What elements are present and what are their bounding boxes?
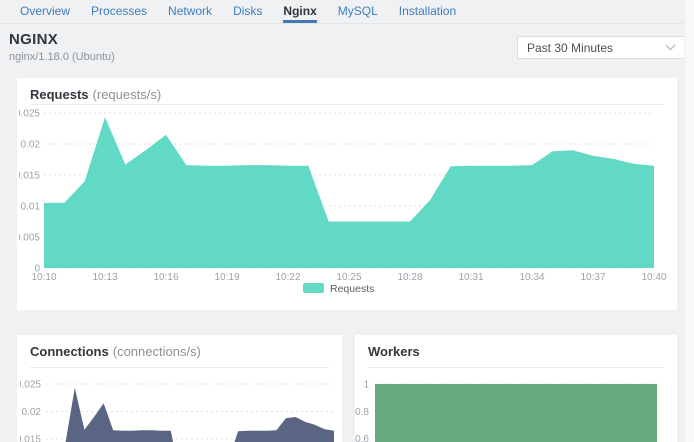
chart-title-text: Workers	[368, 344, 420, 359]
y-tick-label: 0.005	[17, 233, 40, 244]
y-tick-label: 0.6	[355, 434, 369, 442]
tab-mysql[interactable]: MySQL	[337, 4, 378, 18]
y-tick-label: 0.01	[21, 202, 41, 213]
chart-title-unit: (connections/s)	[112, 344, 201, 359]
chevron-down-icon	[665, 44, 676, 51]
y-tick-label: 0.015	[17, 171, 40, 182]
tab-overview[interactable]: Overview	[20, 4, 71, 18]
x-tick-label: 10:16	[153, 272, 178, 283]
x-tick-label: 10:10	[31, 272, 56, 283]
connections-card: Connections (connections/s) 0.025 0.02 0.01…	[17, 335, 342, 442]
y-tick-label: 0.02	[21, 140, 41, 151]
workers-card: Workers 1 0.8 0.6	[355, 335, 677, 442]
tab-bar: Overview Processes Network Disks Nginx MySQL I…	[0, 0, 694, 24]
scrollbar-track[interactable]	[684, 0, 694, 442]
title-divider	[30, 104, 664, 105]
y-tick-label: 0.015	[17, 435, 41, 442]
area-series-workers	[375, 384, 657, 442]
tab-disks[interactable]: Disks	[233, 4, 263, 18]
workers-area-chart: 1 0.8 0.6	[355, 380, 657, 442]
y-tick-label: 0.02	[22, 407, 42, 418]
x-tick-label: 10:25	[336, 272, 361, 283]
y-tick-label: 1	[363, 380, 369, 391]
y-tick-label: 0	[34, 264, 40, 275]
area-series-requests	[44, 117, 654, 268]
time-range-select[interactable]: Past 30 Minutes	[517, 36, 686, 59]
tab-network[interactable]: Network	[168, 4, 213, 18]
x-tick-label: 10:31	[458, 272, 483, 283]
tab-nginx[interactable]: Nginx	[283, 0, 317, 23]
x-tick-label: 10:19	[214, 272, 239, 283]
x-tick-label: 10:40	[641, 272, 666, 283]
y-tick-label: 0.025	[17, 380, 41, 391]
x-tick-label: 10:22	[275, 272, 300, 283]
tab-processes[interactable]: Processes	[91, 4, 148, 18]
tab-installation[interactable]: Installation	[398, 4, 457, 18]
x-tick-label: 10:28	[397, 272, 422, 283]
connections-area-chart: 0.025 0.02 0.015	[17, 380, 334, 442]
area-series-connections	[65, 387, 334, 442]
x-tick-label: 10:13	[92, 272, 117, 283]
y-tick-label: 0.8	[355, 407, 369, 418]
page-title: NGINX	[9, 31, 59, 48]
requests-area-chart: 0.025 0.02 0.015 0.01 0.005 010:10 10:13 10:16 1…	[17, 109, 667, 296]
chart-title-requests: Requests (requests/s)	[30, 87, 161, 102]
y-tick-label: 0.025	[17, 109, 40, 120]
title-divider	[368, 367, 664, 368]
legend-swatch	[303, 283, 324, 293]
chart-title-workers: Workers	[368, 344, 424, 359]
x-tick-label: 10:37	[580, 272, 605, 283]
title-divider	[30, 367, 329, 368]
server-version-subtitle: nginx/1.18.0 (Ubuntu)	[9, 51, 115, 63]
chart-title-text: Requests	[30, 87, 89, 102]
chart-title-unit: (requests/s)	[92, 87, 162, 102]
chart-title-text: Connections	[30, 344, 109, 359]
chart-title-connections: Connections (connections/s)	[30, 344, 201, 359]
legend-label: Requests	[330, 283, 374, 295]
requests-card: Requests (requests/s) 0.025 0.02 0.015 0.01 0…	[17, 78, 677, 310]
time-range-value: Past 30 Minutes	[527, 40, 614, 55]
x-tick-label: 10:34	[519, 272, 544, 283]
